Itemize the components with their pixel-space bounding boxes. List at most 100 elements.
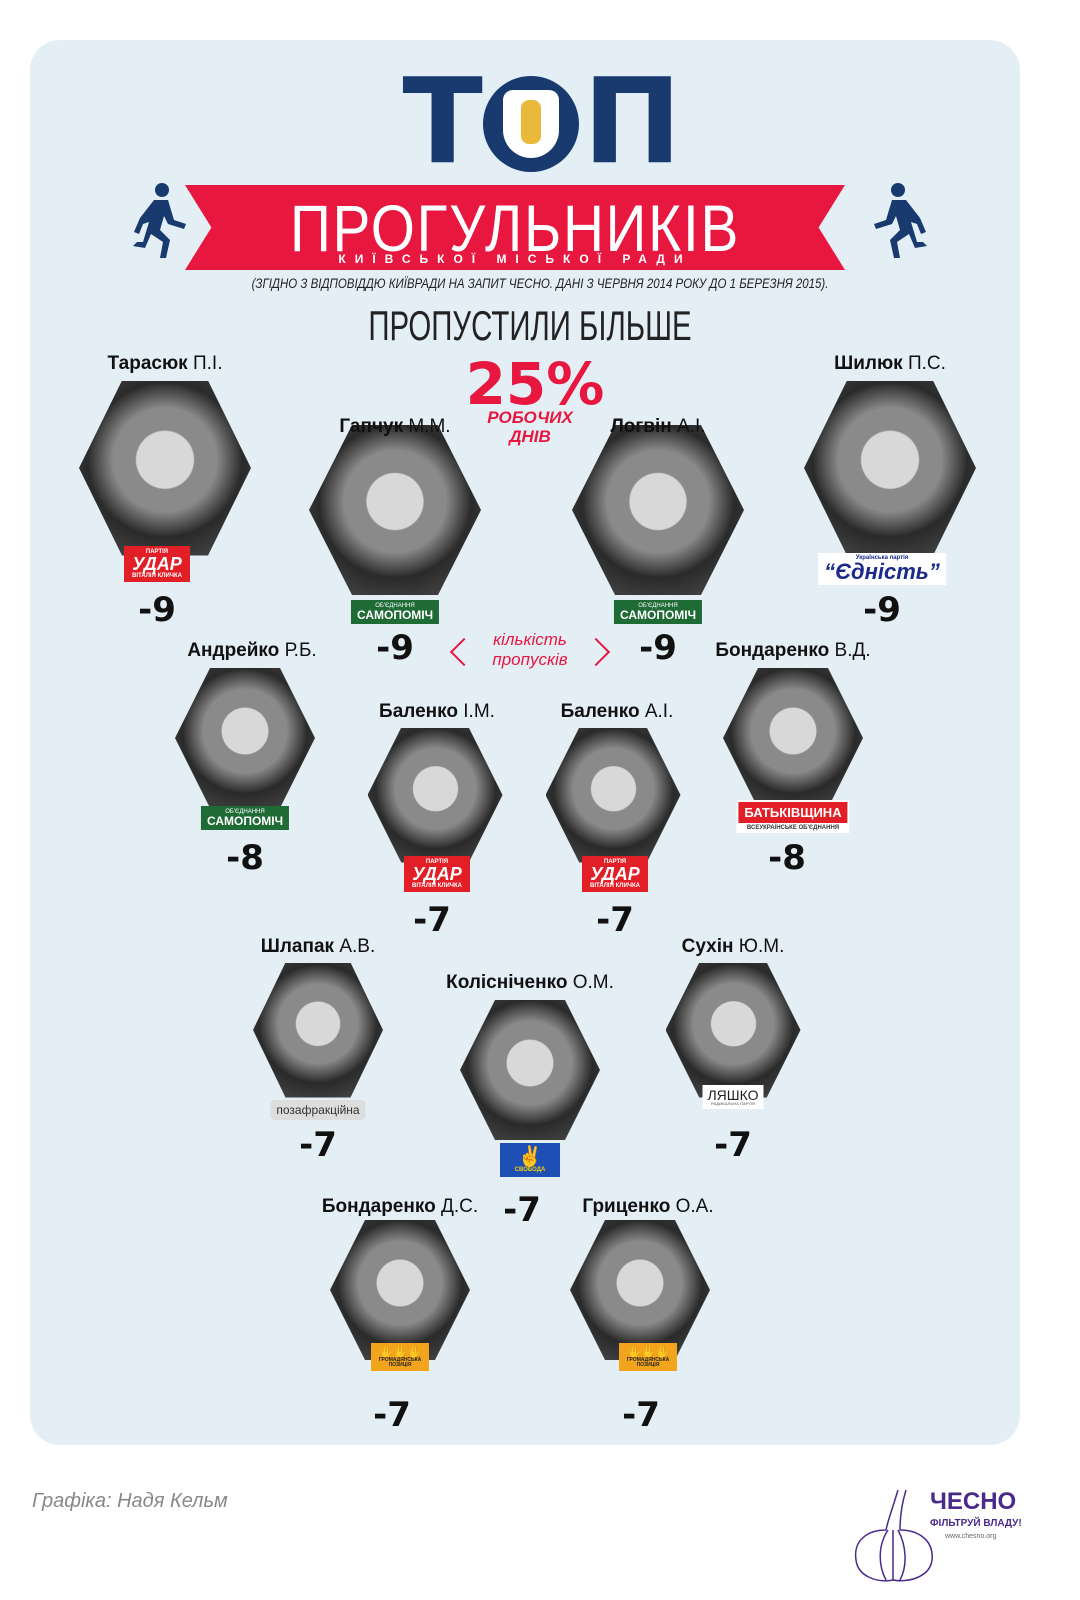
person-name: Шилюк П.С.	[834, 353, 946, 375]
person-photo	[570, 1220, 710, 1360]
party-label: РАДИКАЛЬНА ПАРТІЯ	[711, 1101, 755, 1106]
initials: М.М.	[408, 416, 451, 437]
party-badge: ЛЯШКО РАДИКАЛЬНА ПАРТІЯ	[702, 1085, 764, 1109]
party-name: САМОПОМІЧ	[356, 608, 434, 622]
missed-count: -9	[376, 628, 414, 668]
person-name: Шлапак А.В.	[261, 936, 375, 958]
party-name: СВОБОДА	[514, 1167, 546, 1173]
surname: Баленко	[560, 701, 640, 722]
party-badge: ОБ'ЄДНАННЯ САМОПОМІЧ	[613, 600, 703, 624]
days-line-1: РОБОЧИХ	[487, 408, 573, 427]
person-photo	[572, 425, 744, 595]
missed-count: -9	[138, 590, 176, 630]
missed-count: -7	[596, 900, 634, 940]
surname: Бондаренко	[715, 640, 830, 661]
party-badge: ПАРТІЯ УДАР ВІТАЛІЯ КЛИЧКА	[124, 546, 190, 582]
chesno-url[interactable]: www.chesno.org	[945, 1533, 997, 1540]
party-label: ВІТАЛІЯ КЛИЧКА	[132, 573, 182, 579]
party-badge: ОБ'ЄДНАННЯ САМОПОМІЧ	[200, 806, 290, 830]
person-name: Баленко І.М.	[379, 701, 495, 723]
party-badge: Українська партія “Єдність”	[818, 553, 946, 585]
initials: П.І.	[192, 353, 223, 374]
initials: В.Д.	[834, 640, 871, 661]
person-name: Гриценко О.А.	[582, 1196, 713, 1218]
missed-count: -9	[639, 628, 677, 668]
party-label: ВІТАЛІЯ КЛИЧКА	[590, 883, 640, 889]
party-name: САМОПОМІЧ	[619, 608, 697, 622]
chesno-slogan: ФІЛЬТРУЙ ВЛАДУ!	[930, 1518, 1022, 1529]
initials: П.С.	[907, 353, 946, 374]
person-name: Бондаренко Д.С.	[322, 1196, 478, 1218]
party-label: ВСЕУКРАЇНСЬКЕ ОБ'ЄДНАННЯ	[746, 825, 840, 831]
party-label: ПАРТІЯ	[145, 549, 169, 555]
surname: Тарасюк	[107, 353, 188, 374]
initials: Д.С.	[441, 1196, 479, 1217]
surname: Шлапак	[260, 936, 335, 957]
three-fingers-icon: ✌	[517, 1146, 543, 1168]
party-label: ГРОМАДЯНСЬКА	[626, 1357, 670, 1363]
missed-heading: ПРОПУСТИЛИ БІЛЬШЕ	[368, 302, 692, 349]
graphics-credit: Графіка: Надя Кельм	[32, 1490, 228, 1512]
person-name: Гапчук М.М.	[339, 416, 450, 438]
running-man-icon	[874, 183, 927, 258]
party-label: ОБ'ЄДНАННЯ	[375, 603, 415, 609]
party-badge: ✌ СВОБОДА	[500, 1143, 560, 1177]
days-line-2: ДНІВ	[509, 427, 551, 446]
party-badge: ✋✋✋ ГРОМАДЯНСЬКА ПОЗИЦІЯ	[371, 1343, 429, 1371]
surname: Сухін	[681, 936, 734, 957]
party-badge: ПАРТІЯ УДАР ВІТАЛІЯ КЛИЧКА	[404, 856, 470, 892]
party-name: САМОПОМІЧ	[206, 814, 284, 828]
party-label: ПОЗИЦІЯ	[636, 1362, 660, 1368]
missed-count: -7	[373, 1395, 411, 1435]
initials: І.М.	[463, 701, 495, 722]
party-label: ВІТАЛІЯ КЛИЧКА	[412, 883, 462, 889]
party-label: ПОЗИЦІЯ	[388, 1362, 412, 1368]
surname: Гриценко	[582, 1196, 671, 1217]
person-name: Тарасюк П.І.	[108, 353, 223, 375]
party-badge: ПАРТІЯ УДАР ВІТАЛІЯ КЛИЧКА	[582, 856, 648, 892]
person-name: Баленко А.І.	[561, 701, 674, 723]
party-badge: ОБ'ЄДНАННЯ САМОПОМІЧ	[350, 600, 440, 624]
party-label: ПАРТІЯ	[425, 859, 449, 865]
garlic-logo-icon	[854, 1489, 933, 1582]
party-badge: ✋✋✋ ГРОМАДЯНСЬКА ПОЗИЦІЯ	[619, 1343, 677, 1371]
absences-count-label: кількість пропусків	[450, 630, 610, 670]
party-label: ОБ'ЄДНАННЯ	[225, 809, 265, 815]
missed-count: -7	[299, 1125, 337, 1165]
party-label: Українська партія	[855, 555, 909, 561]
party-name: ЛЯШКО	[707, 1087, 759, 1103]
party-label: ПАРТІЯ	[603, 859, 627, 865]
initials: А.І.	[644, 701, 674, 722]
source-note: (ЗГІДНО З ВІДПОВІДДЮ КИЇВРАДИ НА ЗАПИТ Ч…	[251, 275, 829, 291]
person-photo	[545, 727, 681, 863]
person-name: Логвін А.І.	[610, 416, 705, 438]
missed-count: -8	[226, 838, 264, 878]
missed-count: -7	[714, 1125, 752, 1165]
surname: Андрейко	[187, 640, 280, 661]
initials: О.М.	[572, 972, 614, 993]
missed-count: -7	[503, 1190, 541, 1230]
surname: Шилюк	[834, 353, 903, 374]
surname: Гапчук	[339, 416, 404, 437]
working-days-label: РОБОЧИХ ДНІВ	[460, 408, 600, 446]
person-name: Бондаренко В.Д.	[715, 640, 870, 662]
party-label: ГРОМАДЯНСЬКА	[378, 1357, 422, 1363]
banner-title: ПРОГУЛЬНИКІВ	[289, 191, 741, 265]
person-name: Колісніченко О.М.	[446, 972, 614, 994]
surname: Колісніченко	[446, 972, 568, 993]
person-photo	[330, 1220, 470, 1360]
party-badge: позафракційна	[270, 1100, 366, 1120]
surname: Логвін	[610, 416, 672, 437]
surname: Баленко	[379, 701, 458, 722]
person-name: Андрейко Р.Б.	[187, 640, 316, 662]
person-photo	[367, 727, 503, 863]
party-name: БАТЬКІВЩИНА	[738, 802, 848, 823]
count-line-1: кількість	[493, 630, 567, 649]
missed-count: -7	[622, 1395, 660, 1435]
party-name: “Єдність”	[824, 559, 940, 584]
missed-count: -9	[863, 590, 901, 630]
hands-icon: ✋✋✋	[379, 1345, 422, 1359]
initials: А.І.	[677, 416, 706, 437]
percent-value: 25%	[465, 350, 605, 418]
